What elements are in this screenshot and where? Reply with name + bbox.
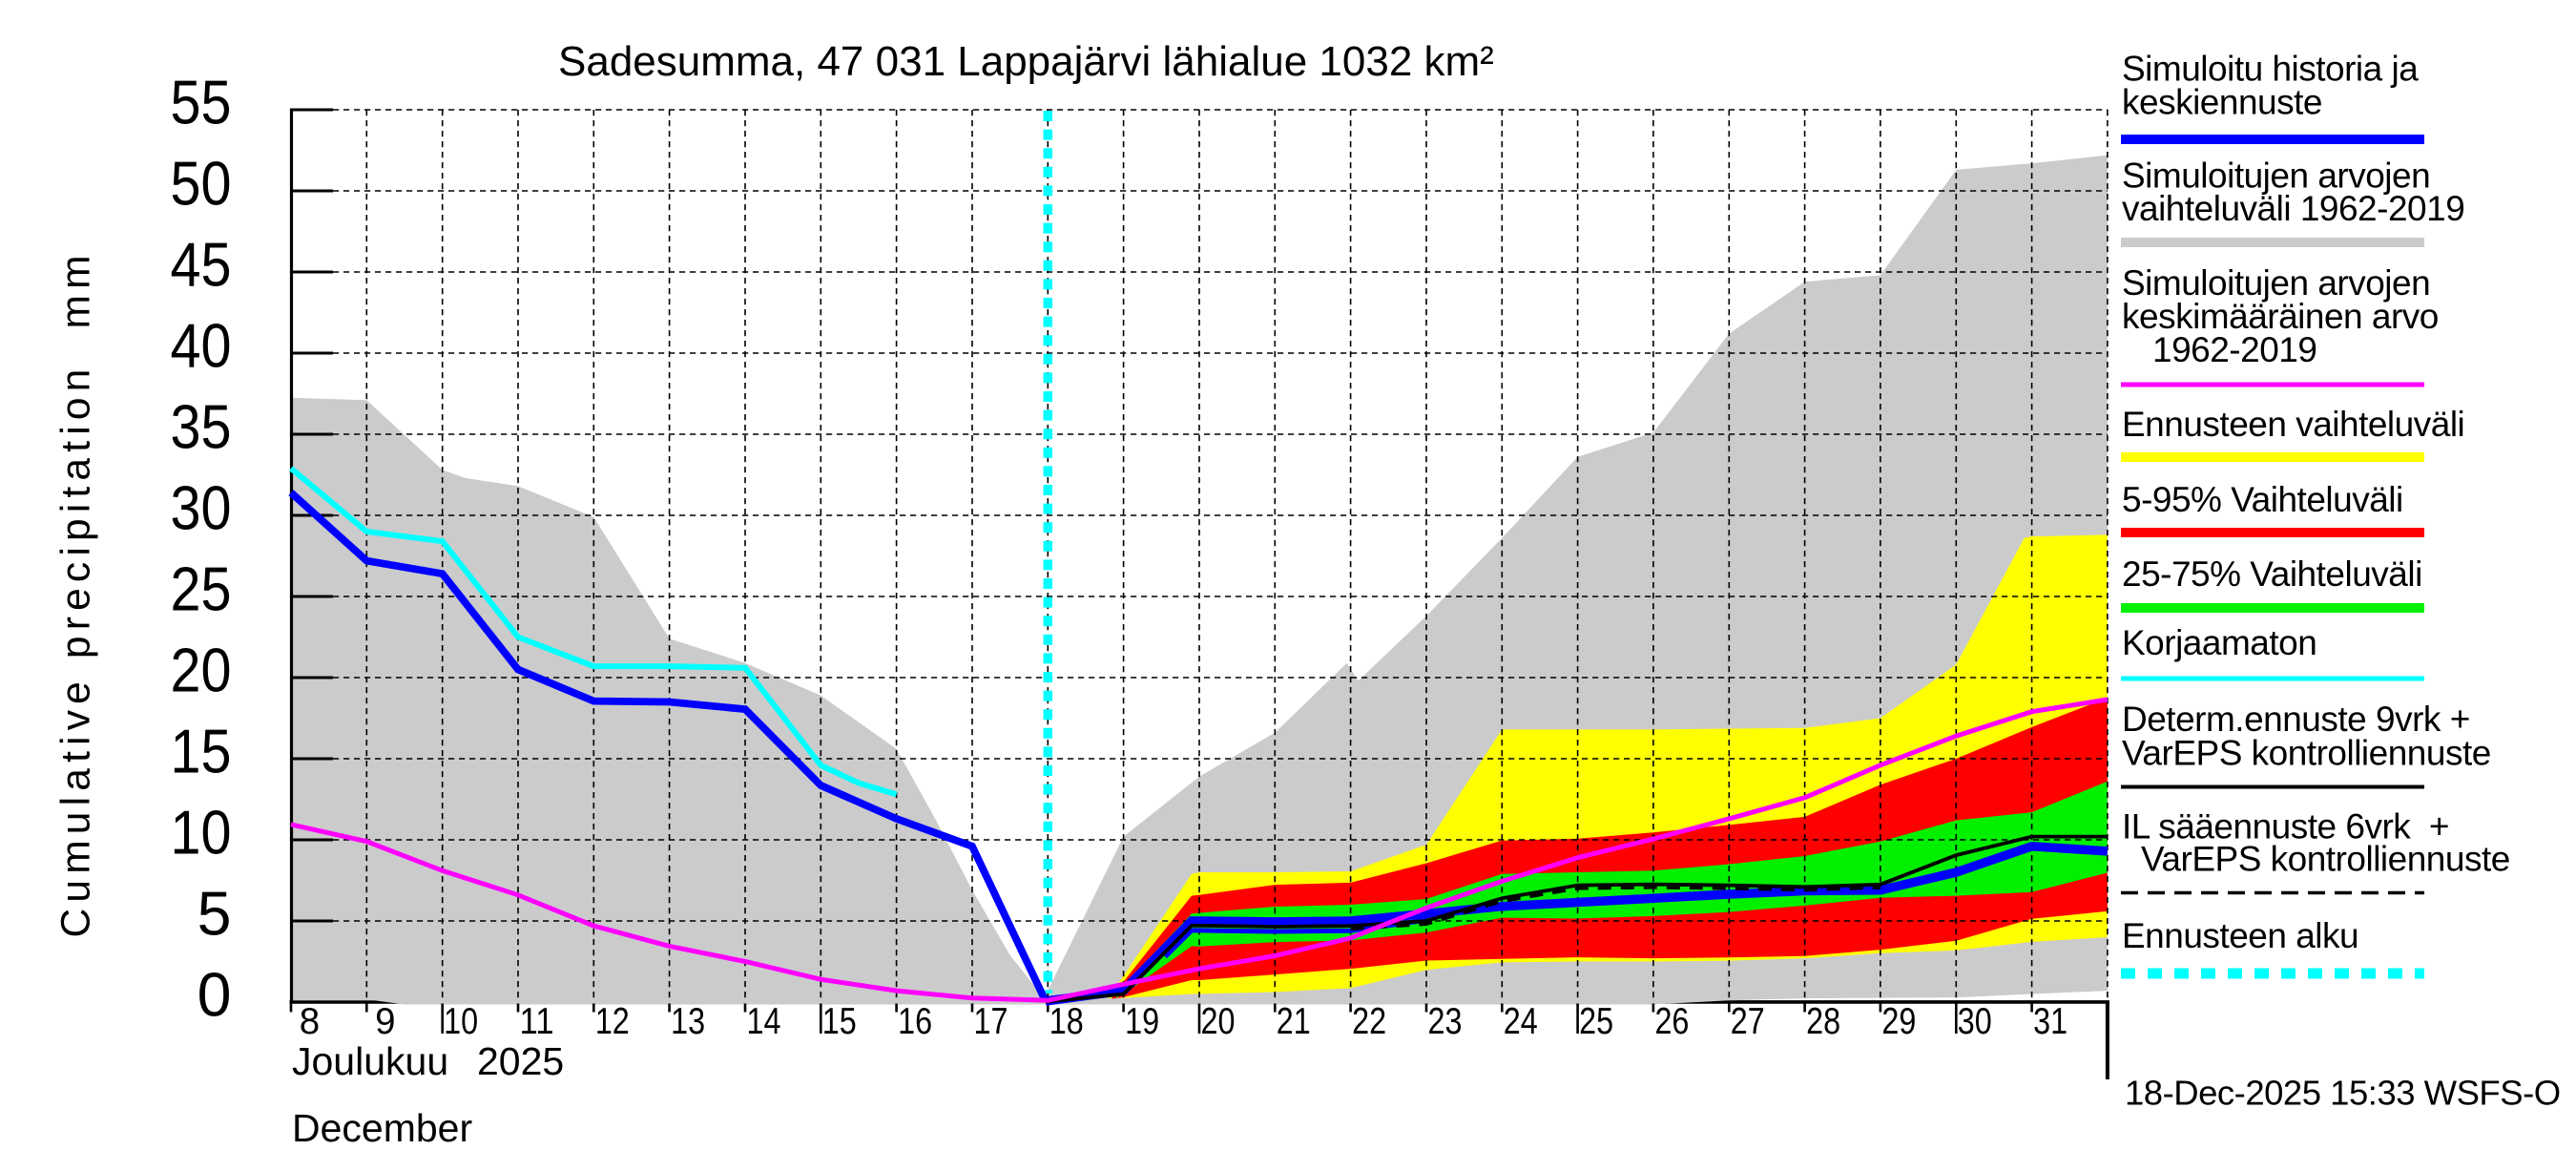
svg-text:12: 12 (595, 1001, 630, 1042)
svg-text:Simuloitujen arvojen: Simuloitujen arvojen (2122, 157, 2430, 196)
svg-text:Ennusteen vaihteluväli: Ennusteen vaihteluväli (2122, 405, 2464, 444)
svg-text:15: 15 (822, 1001, 857, 1042)
svg-text:18: 18 (1049, 1001, 1084, 1042)
svg-text:Cumulative precipitation mm: Cumulative precipitation mm (54, 256, 99, 938)
svg-text:Simuloitu historia ja: Simuloitu historia ja (2122, 50, 2419, 89)
svg-text:VarEPS kontrolliennuste: VarEPS kontrolliennuste (2141, 840, 2510, 879)
svg-text:Determ.ennuste 9vrk +: Determ.ennuste 9vrk + (2122, 700, 2470, 739)
svg-text:0: 0 (197, 960, 232, 1029)
svg-text:21: 21 (1277, 1001, 1311, 1042)
svg-text:10: 10 (171, 798, 232, 867)
svg-text:20: 20 (171, 636, 232, 704)
svg-text:25: 25 (171, 554, 232, 623)
svg-text:16: 16 (898, 1001, 932, 1042)
svg-text:29: 29 (1881, 1001, 1916, 1042)
svg-text:9: 9 (375, 1001, 395, 1042)
svg-text:35: 35 (171, 392, 232, 461)
svg-text:45: 45 (171, 230, 232, 299)
svg-text:18-Dec-2025 15:33 WSFS-O: 18-Dec-2025 15:33 WSFS-O (2125, 1074, 2561, 1113)
svg-text:27: 27 (1731, 1001, 1765, 1042)
svg-text:Joulukuu: Joulukuu (292, 1039, 448, 1083)
svg-text:keskiennuste: keskiennuste (2122, 83, 2322, 122)
svg-text:28: 28 (1806, 1001, 1840, 1042)
svg-text:15: 15 (171, 717, 232, 785)
svg-text:December: December (292, 1106, 472, 1145)
svg-text:25: 25 (1579, 1001, 1613, 1042)
svg-text:Simuloitujen arvojen: Simuloitujen arvojen (2122, 263, 2430, 303)
svg-text:vaihteluväli 1962-2019: vaihteluväli 1962-2019 (2122, 189, 2464, 228)
svg-text:30: 30 (1958, 1001, 1992, 1042)
svg-text:13: 13 (671, 1001, 705, 1042)
svg-text:Ennusteen alku: Ennusteen alku (2122, 916, 2358, 955)
svg-text:8: 8 (300, 1001, 320, 1042)
svg-text:24: 24 (1504, 1001, 1538, 1042)
svg-text:40: 40 (171, 311, 232, 380)
svg-text:20: 20 (1200, 1001, 1235, 1042)
svg-text:31: 31 (2033, 1001, 2067, 1042)
svg-text:11: 11 (519, 1001, 553, 1042)
svg-text:VarEPS kontrolliennuste: VarEPS kontrolliennuste (2122, 734, 2491, 773)
svg-text:1962-2019: 1962-2019 (2152, 330, 2316, 369)
svg-text:55: 55 (171, 68, 232, 136)
svg-text:keskimääräinen arvo: keskimääräinen arvo (2122, 297, 2439, 336)
svg-text:5: 5 (197, 879, 232, 948)
svg-text:Korjaamaton: Korjaamaton (2122, 623, 2316, 662)
svg-text:30: 30 (171, 473, 232, 542)
svg-text:10: 10 (444, 1001, 478, 1042)
svg-text:17: 17 (973, 1001, 1008, 1042)
svg-text:IL sääennuste 6vrk +: IL sääennuste 6vrk + (2122, 807, 2449, 847)
svg-text:2025: 2025 (477, 1039, 564, 1083)
svg-text:5-95% Vaihteluväli: 5-95% Vaihteluväli (2122, 480, 2403, 519)
svg-text:50: 50 (171, 149, 232, 218)
svg-text:22: 22 (1352, 1001, 1386, 1042)
svg-text:Sadesumma, 47 031 Lappajärvi l: Sadesumma, 47 031 Lappajärvi lähialue 10… (558, 38, 1494, 85)
svg-text:14: 14 (746, 1001, 780, 1042)
svg-text:26: 26 (1654, 1001, 1689, 1042)
svg-text:19: 19 (1125, 1001, 1159, 1042)
svg-text:25-75% Vaihteluväli: 25-75% Vaihteluväli (2122, 554, 2422, 594)
svg-text:23: 23 (1427, 1001, 1462, 1042)
